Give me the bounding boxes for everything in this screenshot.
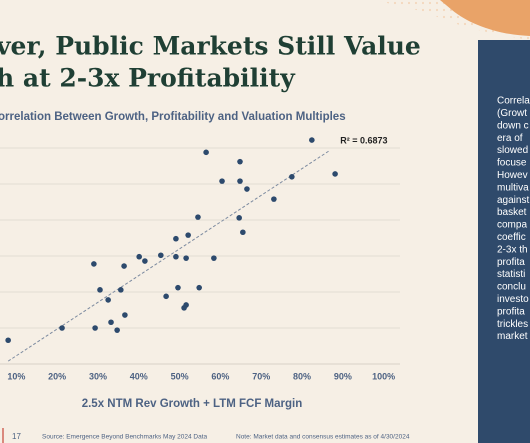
data-point xyxy=(237,158,243,165)
orange-shape xyxy=(440,0,530,36)
data-point xyxy=(185,232,191,238)
data-point xyxy=(121,263,127,269)
side-text-line: profita xyxy=(497,306,525,317)
data-point xyxy=(175,284,181,291)
x-tick-label: 70% xyxy=(252,371,270,381)
data-point xyxy=(244,186,250,192)
data-point xyxy=(173,253,179,260)
data-point xyxy=(97,287,103,293)
page-number: 17 xyxy=(12,432,21,441)
side-text-line: slowed xyxy=(497,145,528,156)
data-point xyxy=(195,214,201,220)
side-text-line: investo xyxy=(497,294,529,305)
data-point xyxy=(142,258,148,264)
data-point xyxy=(105,297,111,303)
x-tick-label: 50% xyxy=(171,371,189,381)
x-tick-label: 80% xyxy=(293,371,311,381)
data-point xyxy=(118,287,124,293)
side-text-line: statisti xyxy=(497,269,525,280)
x-tick-label: 100% xyxy=(372,371,395,381)
data-point xyxy=(108,319,114,326)
x-tick-label: 90% xyxy=(334,371,352,381)
side-text-line: (Growt xyxy=(497,108,527,119)
data-point xyxy=(332,171,338,177)
side-text-line: against xyxy=(497,195,529,206)
data-point xyxy=(271,196,277,202)
footer-note: Note: Market data and consensus estimate… xyxy=(236,434,410,441)
data-point xyxy=(211,255,217,261)
side-text-line: basket xyxy=(497,207,527,218)
footer-source: Source: Emergence Beyond Benchmarks May … xyxy=(42,434,208,441)
side-text-line: conclu xyxy=(497,282,526,293)
x-tick-label: 10% xyxy=(7,371,25,381)
data-point xyxy=(5,337,11,344)
data-point xyxy=(173,235,179,242)
x-tick-label: 40% xyxy=(130,371,148,381)
data-point xyxy=(203,149,209,156)
data-point xyxy=(92,325,98,331)
side-text-line: trickles xyxy=(497,319,528,330)
side-text-line: compa xyxy=(497,220,527,231)
data-point xyxy=(122,312,128,318)
x-tick-label: 60% xyxy=(211,371,229,381)
side-text-line: 2-3x th xyxy=(497,244,528,255)
data-point xyxy=(236,215,242,221)
side-panel xyxy=(478,40,530,443)
side-text-line: era of xyxy=(497,133,523,144)
data-point xyxy=(91,261,97,267)
data-point xyxy=(163,293,169,300)
data-point xyxy=(219,178,225,184)
trendline xyxy=(7,149,331,362)
data-point xyxy=(181,305,187,311)
side-text-line: multiva xyxy=(497,182,529,193)
title-line: ver, Public Markets Still Value xyxy=(0,32,421,61)
data-point xyxy=(309,137,315,143)
data-point xyxy=(59,325,65,331)
side-text-line: Correla xyxy=(497,96,530,107)
data-point xyxy=(240,229,246,236)
data-point xyxy=(158,252,164,259)
trendline-label: R² = 0.6873 xyxy=(340,136,387,146)
data-point xyxy=(183,255,189,261)
chart-title: orrelation Between Growth, Profitability… xyxy=(0,111,346,123)
side-text-line: coeffic xyxy=(497,232,526,243)
data-point xyxy=(196,284,202,291)
x-tick-label: 30% xyxy=(89,371,107,381)
side-text-line: down c xyxy=(497,120,529,131)
data-point xyxy=(114,327,120,333)
side-text-line: Howev xyxy=(497,170,528,181)
chart: 10% 20% 30% 40% 50% 60% 70% 80% 90% 100% R² = 0.68… xyxy=(0,136,400,381)
data-point xyxy=(237,178,243,184)
data-point xyxy=(289,174,295,180)
side-text-line: profita xyxy=(497,257,525,268)
side-text-line: market xyxy=(497,331,528,342)
x-tick-label: 20% xyxy=(48,371,66,381)
side-text-line: focuse xyxy=(497,158,527,169)
x-axis-title: 2.5x NTM Rev Growth + LTM FCF Margin xyxy=(82,398,303,410)
data-point xyxy=(136,253,142,260)
title-line: h at 2-3x Profitability xyxy=(0,64,296,93)
